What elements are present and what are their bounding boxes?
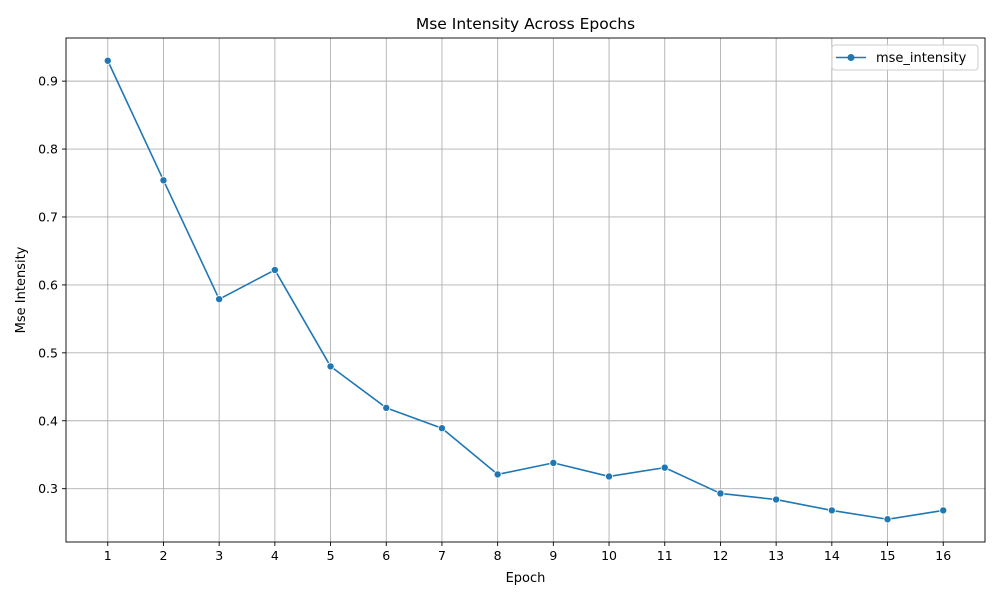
data-point [939, 506, 948, 515]
x-axis-title: Epoch [506, 571, 546, 586]
legend: mse_intensity [831, 44, 979, 71]
x-tick-label: 4 [271, 548, 279, 563]
data-point [549, 458, 558, 467]
series-line-mse_intensity [107, 60, 944, 521]
data-point [159, 176, 168, 185]
legend-point-marker [847, 54, 855, 61]
x-tick-label: 12 [712, 548, 728, 563]
grid-lines [66, 38, 985, 542]
data-point [382, 403, 391, 412]
x-tick-label: 10 [601, 548, 617, 563]
x-tick-label: 15 [880, 548, 896, 563]
x-tick-label: 9 [549, 548, 557, 563]
x-tick-label: 11 [657, 548, 673, 563]
data-point [493, 470, 502, 479]
x-tick-label: 2 [159, 548, 167, 563]
x-tick-label: 6 [382, 548, 390, 563]
data-point [716, 489, 725, 498]
legend-box [831, 44, 979, 71]
data-point [660, 463, 669, 472]
chart-title: Mse Intensity Across Epochs [416, 15, 635, 33]
y-tick-label: 0.8 [38, 142, 58, 157]
x-tick-label: 14 [824, 548, 840, 563]
data-point [103, 56, 112, 65]
series-layer [103, 56, 948, 524]
y-tick-label: 0.7 [38, 209, 58, 224]
y-tick-label: 0.3 [38, 481, 58, 496]
x-tick-label: 8 [494, 548, 502, 563]
y-tick-label: 0.6 [38, 277, 58, 292]
x-tick-label: 16 [935, 548, 951, 563]
x-tick-label: 7 [438, 548, 446, 563]
data-point [605, 472, 614, 481]
data-point [437, 424, 446, 433]
y-axis-title: Mse Intensity [14, 246, 29, 333]
data-point [270, 265, 279, 274]
x-tick-label: 13 [768, 548, 784, 563]
plot-area [65, 37, 986, 543]
data-point [326, 362, 335, 371]
x-tick-label: 1 [104, 548, 112, 563]
legend-label: mse_intensity [876, 51, 967, 66]
axis-ticks: 1 2 3 4 5 6 7 8 9 10 11 12 13 14 15 160.30.40.50.60.70.… [38, 74, 951, 563]
data-point [772, 495, 781, 504]
data-point [215, 295, 224, 304]
data-point [883, 515, 892, 524]
x-tick-label: 3 [215, 548, 223, 563]
x-tick-label: 5 [327, 548, 335, 563]
y-tick-label: 0.4 [38, 413, 58, 428]
y-tick-label: 0.9 [38, 74, 58, 89]
data-point [827, 506, 836, 515]
y-tick-label: 0.5 [38, 345, 58, 360]
